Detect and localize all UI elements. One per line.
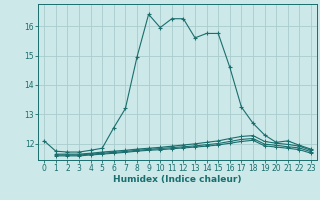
X-axis label: Humidex (Indice chaleur): Humidex (Indice chaleur) [113, 175, 242, 184]
